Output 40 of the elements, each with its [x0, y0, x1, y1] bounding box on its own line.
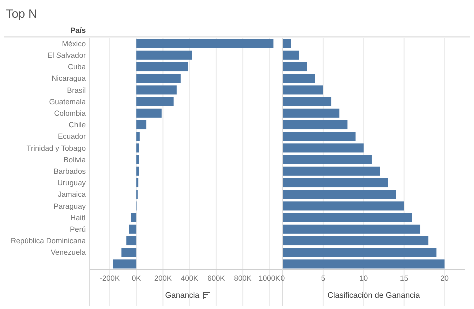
- bar: [136, 97, 174, 106]
- bar: [283, 120, 348, 130]
- bar: [126, 236, 137, 246]
- bar: [136, 155, 140, 164]
- bar: [283, 108, 340, 118]
- bar: [283, 202, 404, 211]
- bar: [136, 108, 162, 118]
- bar: [283, 39, 292, 48]
- bar: [283, 74, 316, 84]
- chart-title: Top N: [6, 7, 38, 21]
- bar: [136, 132, 140, 142]
- x-axis-title: Clasificación de Ganancia: [328, 291, 421, 300]
- bar: [136, 62, 188, 72]
- bar: [131, 213, 137, 222]
- bar: [136, 39, 274, 48]
- bar: [136, 74, 181, 84]
- bar: [283, 248, 437, 258]
- bar: [283, 166, 380, 176]
- bar: [283, 62, 308, 72]
- bar: [283, 224, 421, 234]
- bar: [136, 86, 177, 95]
- bar: [136, 50, 192, 60]
- bar: [122, 248, 137, 258]
- bar: [283, 260, 445, 269]
- bar: [136, 120, 147, 130]
- bar: [129, 224, 137, 234]
- bar: [136, 144, 140, 153]
- bar: [283, 155, 372, 164]
- bar: [283, 50, 300, 60]
- bar: [283, 213, 412, 222]
- bar: [283, 190, 396, 200]
- bar: [283, 144, 364, 153]
- x-axis-title: Ganancia: [165, 291, 200, 300]
- bar: [283, 236, 429, 246]
- bar: [113, 260, 137, 269]
- bar: [283, 178, 388, 188]
- bar: [283, 86, 324, 95]
- bar: [136, 166, 140, 176]
- bar: [283, 132, 356, 142]
- bar: [283, 97, 332, 106]
